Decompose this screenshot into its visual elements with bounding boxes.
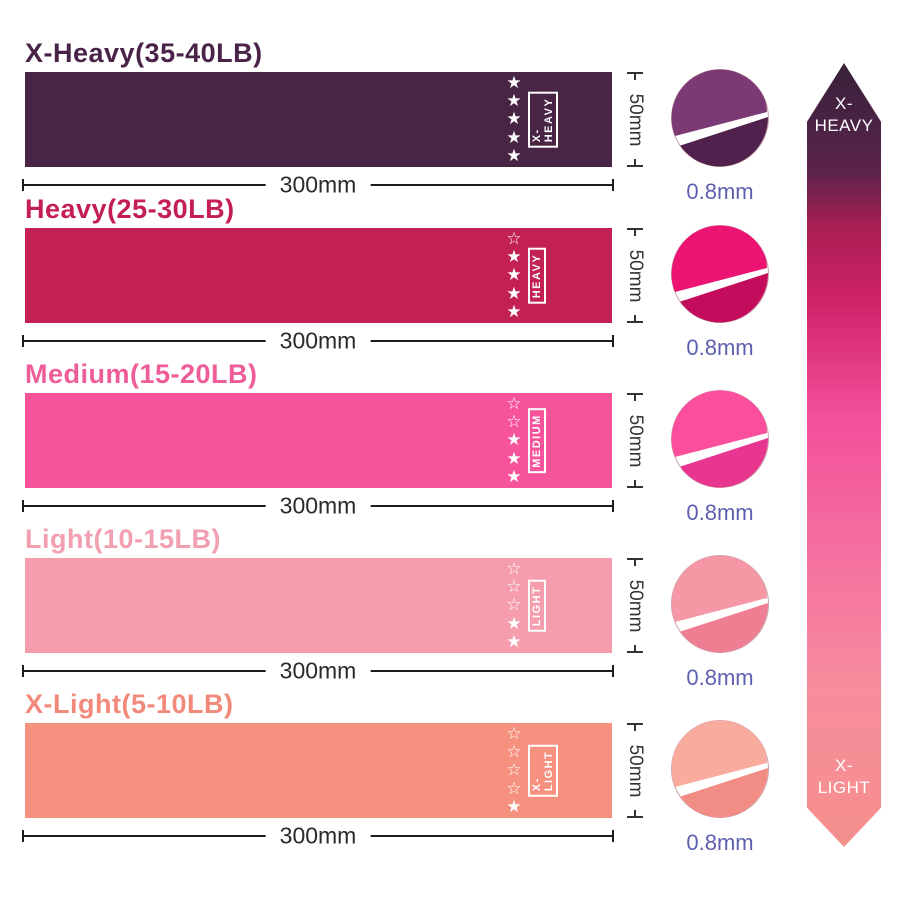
width-dimension-line: 50mm [620,228,650,323]
dimension-tick [627,321,643,323]
dimension-tick [627,723,643,725]
resistance-band-swatch: ★★★★★ X-HEAVY [25,72,612,167]
band-fold-photo [670,554,770,654]
resistance-band-swatch: ☆☆☆☆★ X-LIGHT [25,723,612,818]
strength-stars: ☆★★★★ [506,229,522,321]
band-title: X-Light(5-10LB) [25,689,234,719]
length-dimension-label: 300mm [265,822,371,850]
folded-band-icon [671,555,769,653]
length-dimension-line: 300mm [22,327,614,355]
length-dimension-label: 300mm [265,657,371,685]
dimension-tick [627,558,643,560]
width-dimension-line: 50mm [620,393,650,488]
width-dimension-label: 50mm [625,249,646,302]
folded-band-icon [671,720,769,818]
length-dimension-label: 300mm [265,171,371,199]
length-dimension-label: 300mm [265,327,371,355]
strength-stars: ☆☆★★★ [506,394,522,486]
length-dimension-line: 300mm [22,822,614,850]
folded-band-icon [671,225,769,323]
band-group-light: Light(10-15LB) ☆☆☆★★ LIGHT 300mm 50mm 0.… [0,524,790,690]
width-dimension-line: 50mm [620,723,650,818]
thickness-label: 0.8mm [686,665,754,690]
length-dimension-line: 300mm [22,492,614,520]
dimension-tick [627,651,643,653]
width-dimension-label: 50mm [625,579,646,632]
dimension-tick [627,486,643,488]
folded-band-icon [671,390,769,488]
dimension-tick [627,72,643,74]
dimension-tick [627,393,643,395]
width-dimension-line: 50mm [620,558,650,653]
resistance-band-swatch: ☆☆★★★ MEDIUM [25,393,612,488]
band-tag: X-LIGHT [528,744,558,797]
arrow-bottom-label: X- LIGHT [817,756,871,797]
thickness-label: 0.8mm [686,500,754,525]
folded-band-icon [671,69,769,167]
dimension-tick [627,228,643,230]
band-title: Light(10-15LB) [25,524,221,554]
strength-stars: ☆☆☆☆★ [506,724,522,816]
width-dimension-line: 50mm [620,72,650,167]
band-tag: X-HEAVY [528,91,558,148]
band-tag: MEDIUM [528,407,546,474]
length-dimension-line: 300mm [22,171,614,199]
strength-stars: ★★★★★ [506,73,522,165]
band-tag: HEAVY [528,247,546,304]
dimension-tick [627,816,643,818]
length-dimension-label: 300mm [265,492,371,520]
band-title: X-Heavy(35-40LB) [25,38,263,68]
band-fold-photo [670,719,770,819]
band-fold-photo [670,224,770,324]
strength-gradient-arrow: X- HEAVY X- LIGHT [807,63,881,847]
band-title: Heavy(25-30LB) [25,194,235,224]
band-group-xheavy: X-Heavy(35-40LB) ★★★★★ X-HEAVY 300mm 50m… [0,38,790,204]
band-title: Medium(15-20LB) [25,359,258,389]
thickness-label: 0.8mm [686,335,754,360]
band-fold-photo [670,389,770,489]
width-dimension-label: 50mm [625,414,646,467]
resistance-band-swatch: ☆★★★★ HEAVY [25,228,612,323]
band-group-xlight: X-Light(5-10LB) ☆☆☆☆★ X-LIGHT 300mm 50mm… [0,689,790,855]
thickness-label: 0.8mm [686,830,754,855]
width-dimension-label: 50mm [625,744,646,797]
arrow-top-label: X- HEAVY [814,94,874,135]
band-fold-photo [670,68,770,168]
length-dimension-line: 300mm [22,657,614,685]
band-group-medium: Medium(15-20LB) ☆☆★★★ MEDIUM 300mm 50mm … [0,359,790,525]
strength-stars: ☆☆☆★★ [506,559,522,651]
resistance-band-swatch: ☆☆☆★★ LIGHT [25,558,612,653]
thickness-label: 0.8mm [686,179,754,204]
width-dimension-label: 50mm [625,93,646,146]
band-group-heavy: Heavy(25-30LB) ☆★★★★ HEAVY 300mm 50mm 0.… [0,194,790,360]
dimension-tick [627,165,643,167]
band-tag: LIGHT [528,579,546,632]
